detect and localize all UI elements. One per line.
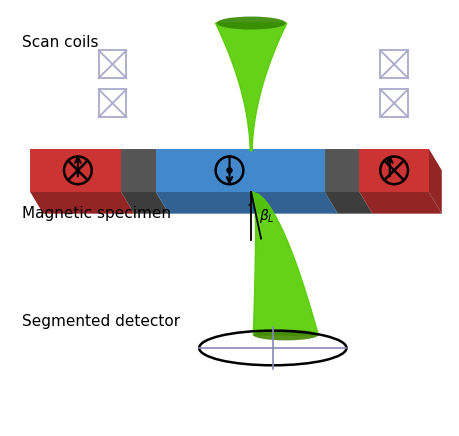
- Bar: [99, 89, 126, 117]
- Text: Magnetic specimen: Magnetic specimen: [22, 206, 171, 221]
- Polygon shape: [325, 192, 372, 214]
- Polygon shape: [250, 192, 318, 335]
- Text: Scan coils: Scan coils: [22, 35, 98, 50]
- Bar: [380, 50, 408, 78]
- Polygon shape: [359, 149, 429, 192]
- Polygon shape: [30, 192, 134, 214]
- Ellipse shape: [253, 330, 318, 341]
- Polygon shape: [359, 192, 442, 214]
- Circle shape: [227, 168, 232, 173]
- Text: $\beta_L$: $\beta_L$: [259, 207, 274, 225]
- Polygon shape: [156, 149, 325, 192]
- Ellipse shape: [217, 17, 286, 30]
- Polygon shape: [121, 149, 156, 192]
- Bar: [380, 89, 408, 117]
- Polygon shape: [215, 23, 287, 151]
- Polygon shape: [30, 149, 121, 192]
- Polygon shape: [156, 192, 338, 214]
- Bar: [99, 50, 126, 78]
- Text: Segmented detector: Segmented detector: [22, 314, 179, 330]
- Polygon shape: [121, 192, 169, 214]
- Polygon shape: [325, 149, 359, 192]
- Polygon shape: [429, 149, 442, 214]
